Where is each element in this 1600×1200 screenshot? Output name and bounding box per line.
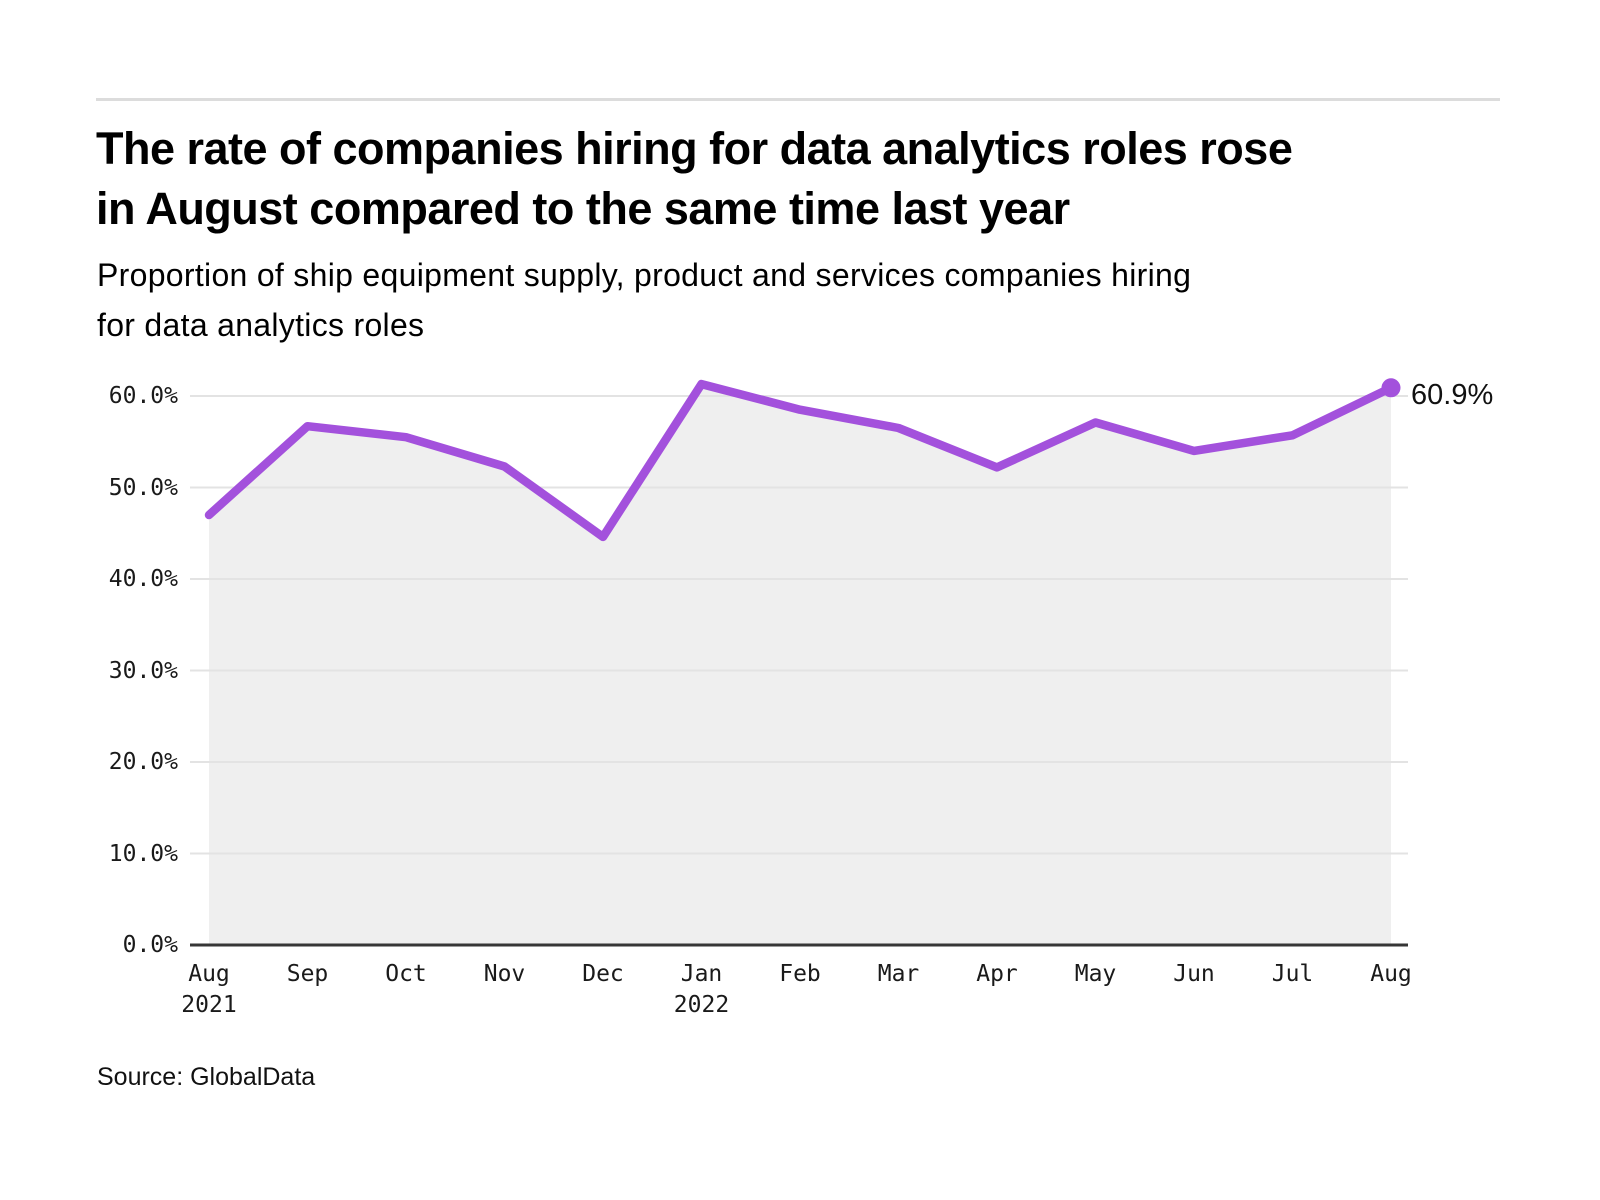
y-tick-label-60: 60.0% bbox=[108, 383, 178, 409]
end-point-dot bbox=[1381, 378, 1401, 398]
top-divider bbox=[96, 98, 1500, 101]
x-tick-label-12: Aug bbox=[1370, 961, 1412, 987]
x-tick-label-7: Mar bbox=[877, 961, 920, 987]
title-line-2: in August compared to the same time last… bbox=[96, 183, 1070, 234]
y-tick-label-50: 50.0% bbox=[108, 474, 178, 501]
y-tick-label-20: 20.0% bbox=[108, 749, 178, 775]
title-line-1: The rate of companies hiring for data an… bbox=[96, 123, 1293, 174]
chart-title: The rate of companies hiring for data an… bbox=[96, 119, 1293, 239]
x-tick-label-3: Nov bbox=[483, 961, 526, 987]
trend-line bbox=[204, 379, 1396, 542]
x-tick-label-11: Jul bbox=[1271, 961, 1314, 987]
source-note: Source: GlobalData bbox=[97, 1063, 316, 1091]
x-tick-label-4: Dec bbox=[582, 961, 624, 987]
x-tick-year-0: 2021 bbox=[181, 992, 237, 1018]
y-tick-label-0: 0.0% bbox=[122, 932, 178, 958]
y-tick-label-30: 30.0% bbox=[108, 657, 178, 684]
subtitle-line-1: Proportion of ship equipment supply, pro… bbox=[97, 257, 1192, 293]
chart-subtitle: Proportion of ship equipment supply, pro… bbox=[97, 250, 1191, 350]
subtitle-line-2: for data analytics roles bbox=[97, 307, 425, 343]
x-tick-label-10: Jun bbox=[1173, 961, 1215, 987]
area-fill bbox=[209, 384, 1391, 945]
gridlines bbox=[190, 395, 1408, 855]
y-tick-label-10: 10.0% bbox=[108, 840, 178, 867]
x-tick-year-5: 2022 bbox=[673, 992, 730, 1018]
x-tick-label-6: Feb bbox=[779, 961, 821, 987]
x-tick-label-9: May bbox=[1074, 961, 1117, 987]
y-tick-label-40: 40.0% bbox=[108, 566, 178, 592]
x-tick-label-2: Oct bbox=[385, 961, 427, 987]
x-tick-label-0: Aug bbox=[188, 961, 230, 987]
x-tick-label-1: Sep bbox=[286, 961, 329, 987]
x-tick-label-8: Apr bbox=[976, 961, 1018, 987]
x-tick-label-5: Jan bbox=[680, 961, 723, 987]
end-value-label: 60.9% bbox=[1411, 378, 1494, 411]
